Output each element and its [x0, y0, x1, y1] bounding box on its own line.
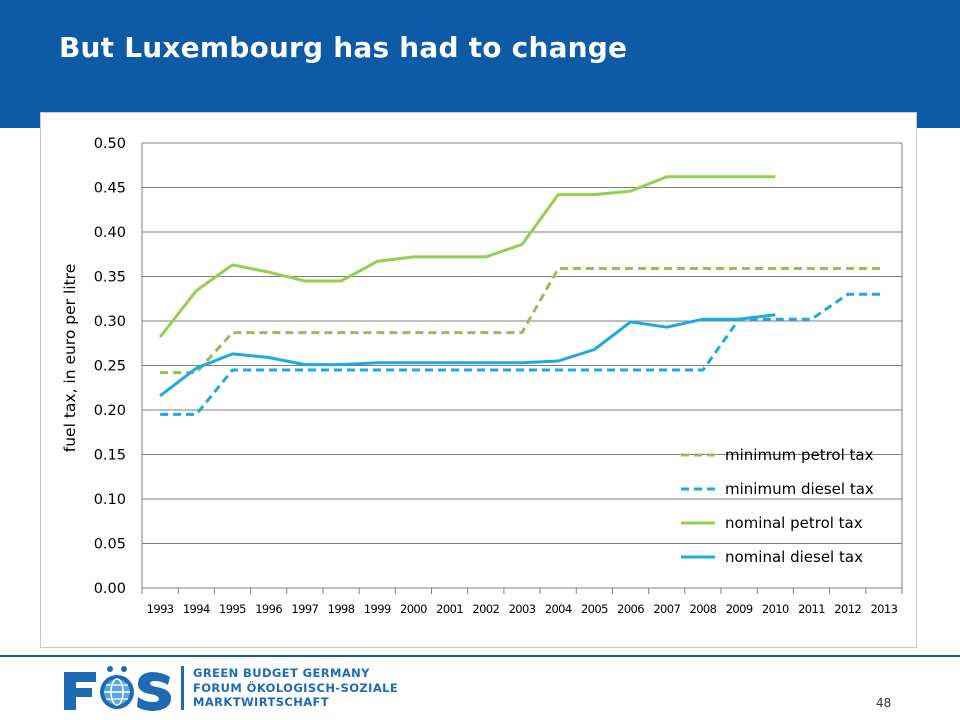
series-line-minimum-petrol-tax — [160, 267, 884, 375]
x-tick-label: 1996 — [255, 602, 282, 616]
y-tick-label: 0.35 — [94, 270, 126, 286]
logo-line-2: FORUM ÖKOLOGISCH-SOZIALE — [193, 680, 399, 695]
x-tick-label: 2002 — [472, 602, 499, 616]
x-tick-label: 2011 — [798, 602, 825, 616]
x-tick-label: 2003 — [509, 602, 536, 616]
footer-rule — [0, 655, 960, 657]
logo-letter-f — [64, 672, 96, 710]
series-line-nominal-diesel-tax — [159, 313, 776, 397]
header-band — [0, 0, 960, 128]
y-tick-label: 0.50 — [94, 136, 126, 152]
x-tick-label: 2007 — [653, 602, 680, 616]
x-tick-label: 1995 — [219, 602, 246, 616]
logo-line-1: GREEN BUDGET GERMANY — [193, 666, 370, 680]
x-tick-label: 2000 — [400, 602, 427, 616]
logo-globe-icon — [100, 666, 134, 709]
fuel-tax-line-chart: 0.00 0.05 0.10 0.15 0.20 0.25 0.30 0.35 0.40 0.45… — [61, 136, 903, 616]
x-tick-label: 2013 — [870, 602, 897, 616]
x-tick-label: 2004 — [545, 602, 572, 616]
x-tick-label: 2012 — [834, 602, 861, 616]
y-tick-label: 0.40 — [94, 225, 126, 241]
legend-label: minimum petrol tax — [725, 446, 874, 464]
gridlines — [142, 142, 902, 589]
legend-label: minimum diesel tax — [725, 480, 874, 498]
axes — [141, 143, 903, 594]
logo-line-3: MARKTWIRTSCHAFT — [193, 695, 330, 709]
page-number: 48 — [876, 696, 892, 710]
x-tick-label: 2006 — [617, 602, 644, 616]
y-tick-labels: 0.00 0.05 0.10 0.15 0.20 0.25 0.30 0.35 0.40 0.45… — [94, 136, 126, 597]
x-tick-label: 2008 — [690, 602, 717, 616]
chart-frame: 0.00 0.05 0.10 0.15 0.20 0.25 0.30 0.35 0.40 0.45… — [40, 112, 917, 648]
y-tick-label: 0.00 — [94, 581, 126, 597]
x-tick-label: 1993 — [147, 602, 174, 616]
x-tick-label: 2005 — [581, 602, 608, 616]
logo-letter-s — [137, 672, 171, 711]
y-tick-label: 0.10 — [94, 492, 126, 508]
x-tick-label: 1997 — [291, 602, 318, 616]
series-line-minimum-diesel-tax — [160, 292, 884, 416]
legend-label: nominal petrol tax — [725, 514, 863, 532]
fos-logo — [64, 666, 171, 711]
legend: minimum petrol tax minimum diesel tax nomi… — [681, 446, 874, 566]
legend-label: nominal diesel tax — [725, 548, 863, 566]
x-tick-label: 2001 — [436, 602, 463, 616]
x-tick-label: 2010 — [762, 602, 789, 616]
series-lines — [158, 175, 884, 416]
y-tick-label: 0.45 — [94, 181, 126, 197]
y-axis-label: fuel tax, in euro per litre — [61, 264, 79, 452]
y-tick-label: 0.30 — [94, 314, 126, 330]
x-tick-label: 2009 — [726, 602, 753, 616]
series-line-nominal-petrol-tax — [158, 175, 776, 338]
x-tick-label: 1999 — [364, 602, 391, 616]
x-tick-label: 1998 — [328, 602, 355, 616]
logo-text: GREEN BUDGET GERMANY FORUM ÖKOLOGISCH-SO… — [193, 666, 398, 710]
x-tick-label: 1994 — [183, 602, 210, 616]
y-tick-label: 0.05 — [94, 537, 126, 553]
y-tick-label: 0.25 — [94, 359, 126, 375]
y-tick-label: 0.20 — [94, 403, 126, 419]
y-tick-label: 0.15 — [94, 448, 126, 464]
logo-separator — [181, 666, 184, 710]
slide-title: But Luxembourg has had to change — [59, 31, 628, 64]
x-tick-labels: 1993 1994 1995 1996 1997 1998 1999 2000 2001 2002… — [147, 602, 899, 616]
